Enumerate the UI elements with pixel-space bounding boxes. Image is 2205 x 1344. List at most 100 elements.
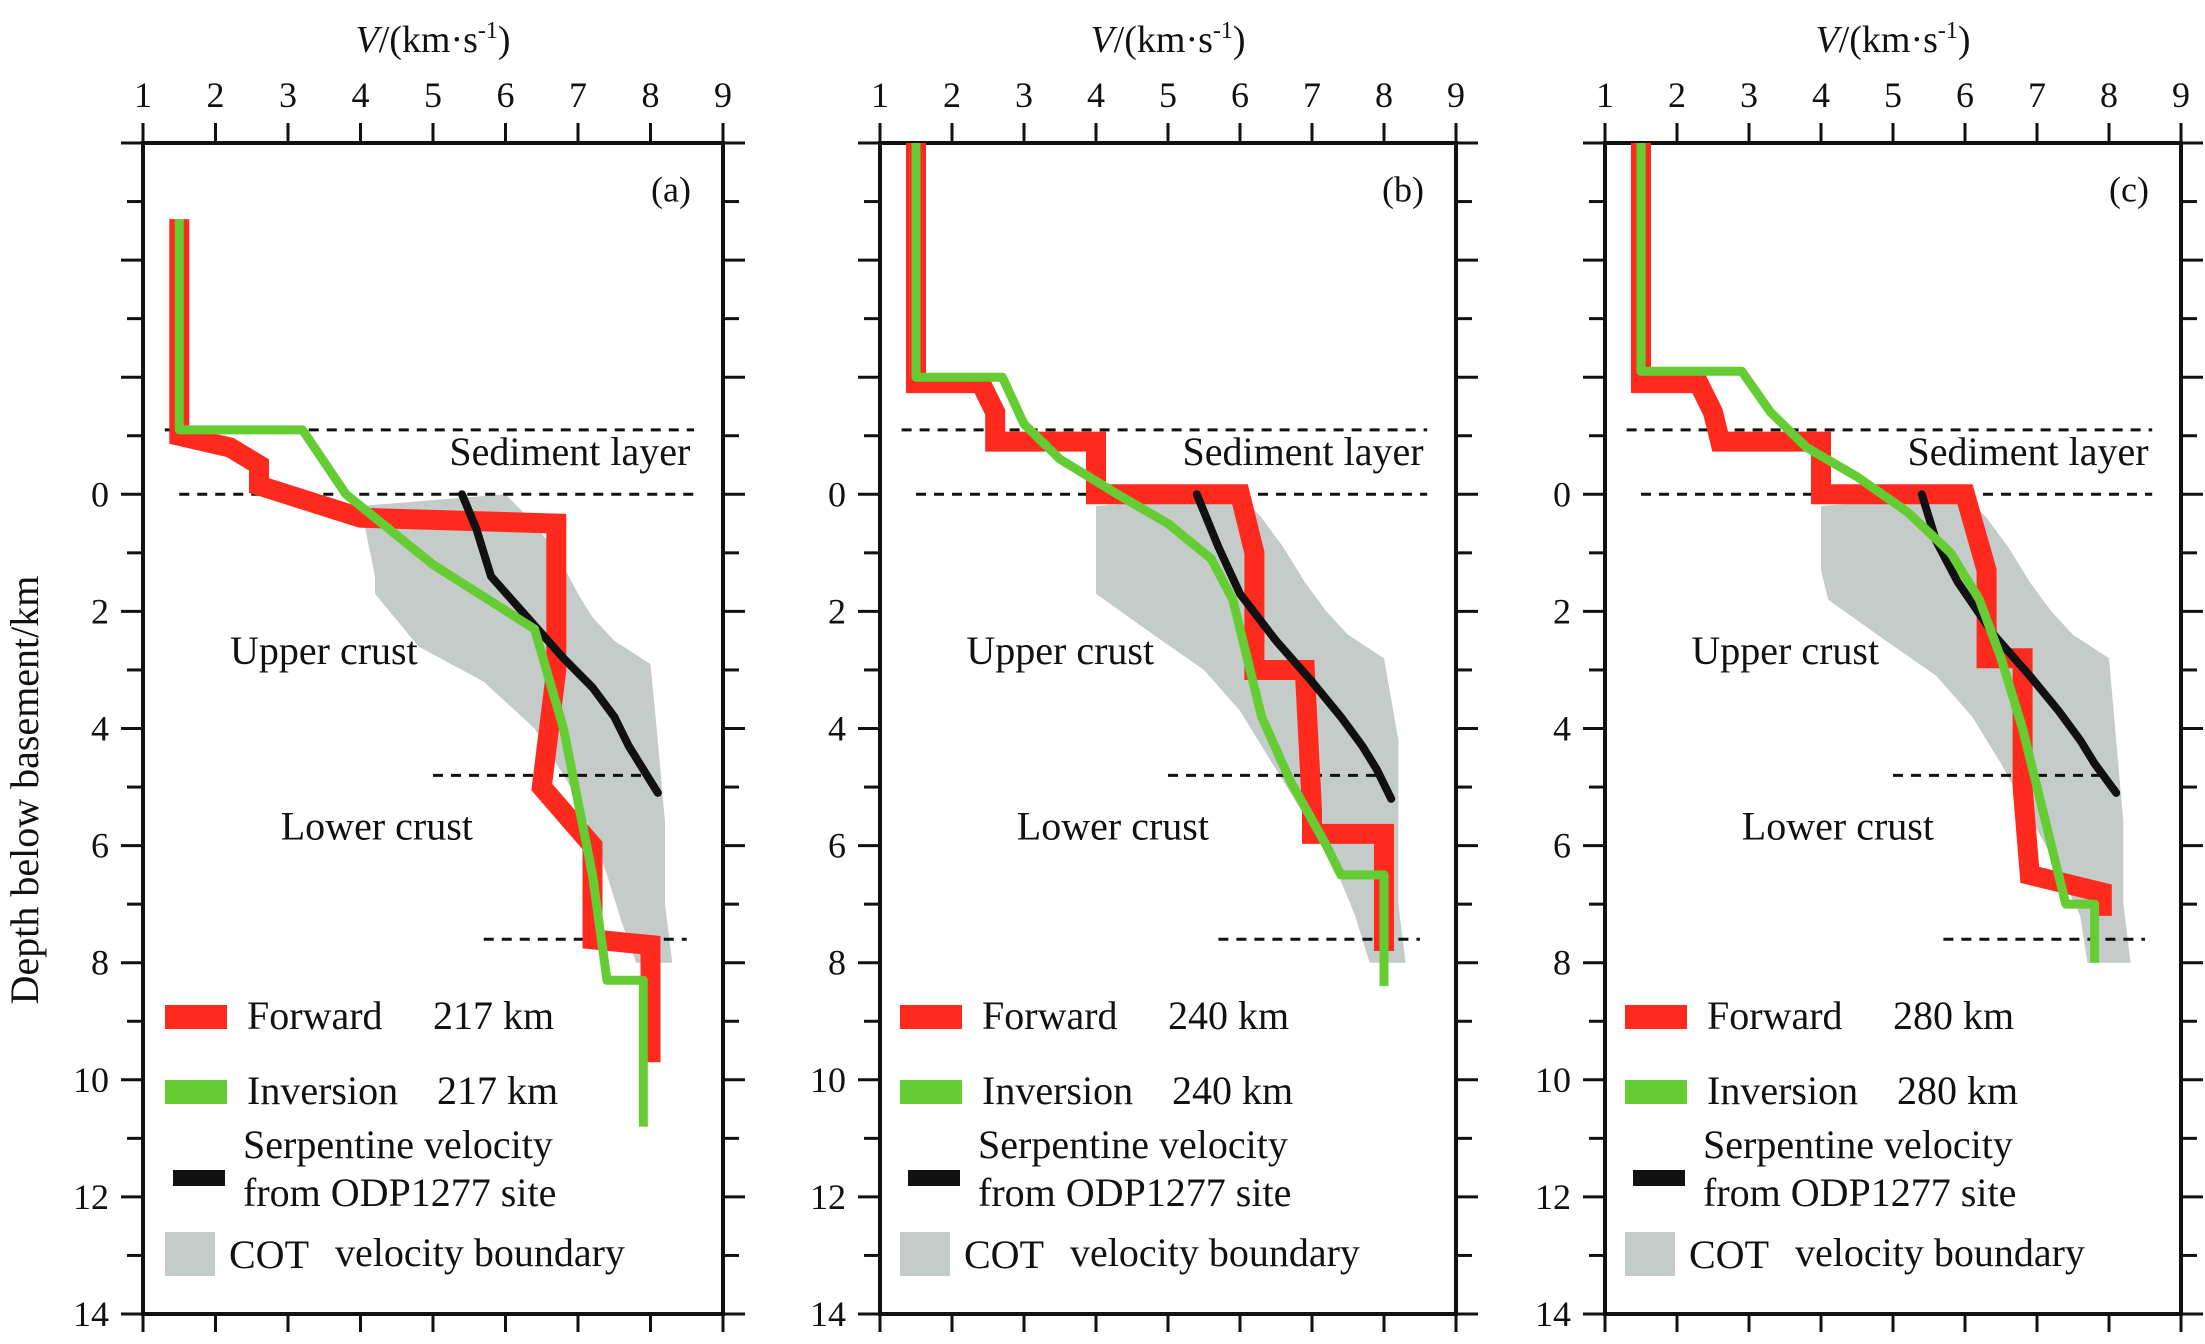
legend-inversion-km: 240 km [1172,1068,1293,1113]
y-axis-title: Depth below basement/km [2,576,47,1005]
y-tick-label: 4 [91,709,109,749]
legend-forward-km: 240 km [1168,993,1289,1038]
y-tick-label: 14 [810,1294,846,1334]
sediment-layer-label: Sediment layer [1183,429,1424,474]
x-tick-label: 9 [714,75,732,115]
serpentine-velocity-line [1917,490,2121,797]
y-tick-label: 12 [1535,1177,1571,1217]
y-tick-label: 10 [1535,1060,1571,1100]
y-tick-label: 0 [91,474,109,514]
upper-crust-label: Upper crust [1691,628,1879,673]
x-tick-label: 7 [569,75,587,115]
legend-serpentine-label-2: from ODP1277 site [978,1170,1291,1215]
y-tick-label: 4 [1553,709,1571,749]
panel-1: 1 2 3 4 5 6 7 8 902468101214V/(km·s-1)(a)Sedimen… [73,18,745,1334]
x-tick-label: 8 [642,75,660,115]
lower-crust-label: Lower crust [1742,804,1934,849]
legend-forward-swatch [900,1005,962,1029]
legend-cot-boundary-label: velocity boundary [335,1230,625,1275]
x-tick-label: 2 [943,75,961,115]
panel-tag: (b) [1382,170,1424,210]
x-axis-title: V/(km·s-1) [1815,18,1970,61]
y-tick-label: 12 [810,1177,846,1217]
legend-cot-label: COT [964,1232,1044,1277]
cot-velocity-area [360,494,673,963]
x-tick-label: 6 [1231,75,1249,115]
legend-cot-boundary-label: velocity boundary [1795,1230,2085,1275]
x-tick-label: 2 [207,75,225,115]
panel-3: 1 2 3 4 5 6 7 8 902468101214V/(km·s-1)(c)Sedimen… [1535,18,2203,1334]
lower-crust-label: Lower crust [1017,804,1209,849]
y-tick-label: 8 [91,943,109,983]
legend-cot-swatch [900,1232,950,1276]
panel-tag: (a) [651,170,691,210]
y-tick-label: 6 [1553,826,1571,866]
x-axis-title: V/(km·s-1) [355,18,510,61]
legend-forward-swatch [165,1005,227,1029]
x-tick-label: 3 [1015,75,1033,115]
legend-inversion-swatch [165,1080,227,1104]
legend-cot-boundary-label: velocity boundary [1070,1230,1360,1275]
inversion-model-line [1636,143,2100,963]
y-tick-label: 8 [828,943,846,983]
x-tick-label: 5 [1159,75,1177,115]
serpentine-velocity-line [458,490,662,797]
y-tick-label: 0 [828,474,846,514]
x-tick-label: 1 [134,75,152,115]
y-tick-label: 2 [91,591,109,631]
sediment-layer-label: Sediment layer [1908,429,2149,474]
forward-model-line [1631,143,2112,916]
y-tick-label: 6 [828,826,846,866]
x-tick-label: 5 [424,75,442,115]
x-tick-label: 6 [497,75,515,115]
x-tick-label: 2 [1668,75,1686,115]
legend-forward-km: 217 km [433,993,554,1038]
y-tick-label: 12 [73,1177,109,1217]
y-tick-label: 2 [828,591,846,631]
x-tick-label: 7 [2028,75,2046,115]
y-tick-label: 8 [1553,943,1571,983]
inversion-model-line [911,143,1389,987]
x-tick-label: 1 [1596,75,1614,115]
x-tick-label: 4 [352,75,370,115]
legend-serpentine-swatch [908,1170,960,1186]
x-tick-label: 7 [1303,75,1321,115]
x-tick-label: 9 [1447,75,1465,115]
serpentine-velocity-line [1192,490,1396,803]
legend-inversion-swatch [1625,1080,1687,1104]
y-tick-label: 14 [1535,1294,1571,1334]
x-tick-label: 6 [1956,75,1974,115]
x-tick-label: 4 [1087,75,1105,115]
legend-serpentine-label-1: Serpentine velocity [1703,1122,2013,1167]
legend-inversion-swatch [900,1080,962,1104]
x-tick-label: 8 [2100,75,2118,115]
x-tick-label: 3 [279,75,297,115]
legend-cot-swatch [1625,1232,1675,1276]
x-tick-label: 3 [1740,75,1758,115]
y-tick-label: 10 [810,1060,846,1100]
legend-serpentine-label-1: Serpentine velocity [978,1122,1288,1167]
upper-crust-label: Upper crust [230,628,418,673]
inversion-model-line [174,219,648,1127]
legend-inversion-km: 217 km [437,1068,558,1113]
legend-forward-label: Forward [247,993,383,1038]
y-tick-label: 0 [1553,474,1571,514]
legend-inversion-label: Inversion [1707,1068,1858,1113]
x-tick-label: 5 [1884,75,1902,115]
panel-2: 1 2 3 4 5 6 7 8 902468101214V/(km·s-1)(b)Sedimen… [810,18,1478,1334]
legend-forward-swatch [1625,1005,1687,1029]
sediment-layer-label: Sediment layer [449,429,690,474]
y-tick-label: 4 [828,709,846,749]
legend-serpentine-label-2: from ODP1277 site [243,1170,556,1215]
legend-inversion-label: Inversion [247,1068,398,1113]
y-tick-label: 6 [91,826,109,866]
x-tick-label: 1 [871,75,889,115]
legend-forward-km: 280 km [1893,993,2014,1038]
legend-cot-label: COT [229,1232,309,1277]
legend-serpentine-label-1: Serpentine velocity [243,1122,553,1167]
y-tick-label: 2 [1553,591,1571,631]
legend-forward-label: Forward [982,993,1118,1038]
legend-serpentine-swatch [1633,1170,1685,1186]
